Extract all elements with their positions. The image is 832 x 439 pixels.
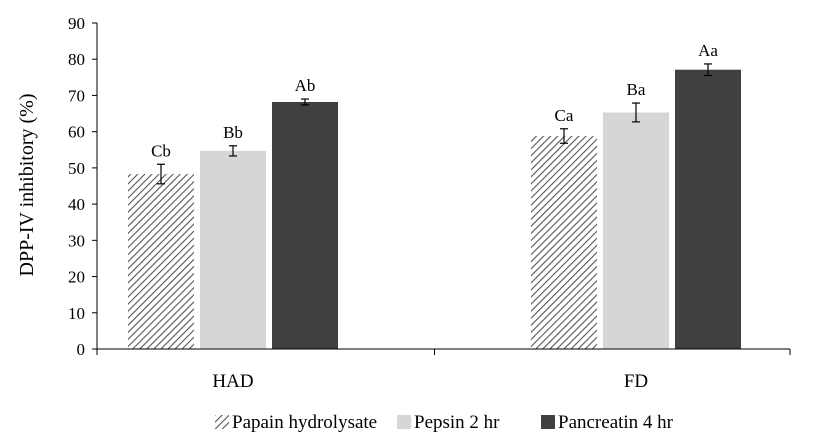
y-tick-label: 10 <box>68 304 85 323</box>
data-label: Bb <box>223 123 243 142</box>
y-tick-label: 0 <box>77 340 86 359</box>
legend-swatch <box>541 415 555 429</box>
data-label: Ba <box>627 80 646 99</box>
y-tick-label: 30 <box>68 231 85 250</box>
bar <box>603 112 669 349</box>
bar <box>675 69 741 349</box>
legend-label: Pepsin 2 hr <box>414 412 500 433</box>
legend-label: Pancreatin 4 hr <box>558 412 674 433</box>
bars-group: Cb Ca Bb Ba Ab Aa <box>128 41 741 349</box>
y-tick-label: 60 <box>68 123 85 142</box>
y-axis: 0 10 20 30 40 50 60 70 80 90 <box>68 14 98 359</box>
bar <box>200 150 266 349</box>
bar <box>128 174 194 349</box>
data-label: Ab <box>295 76 316 95</box>
y-tick-label: 80 <box>68 50 85 69</box>
legend-swatch <box>397 415 411 429</box>
bar <box>272 101 338 349</box>
y-tick-label: 70 <box>68 86 85 105</box>
y-axis-label: DPP-IV inhibitory (%) <box>16 94 38 277</box>
y-tick-label: 50 <box>68 159 85 178</box>
x-category-label: HAD <box>212 371 253 392</box>
legend: Papain hydrolysate Pepsin 2 hr Pancreatin … <box>215 412 674 433</box>
x-category-label: FD <box>624 371 648 392</box>
legend-label: Papain hydrolysate <box>232 412 377 433</box>
legend-swatch <box>215 415 229 429</box>
data-label: Aa <box>698 41 718 60</box>
y-tick-label: 20 <box>68 268 85 287</box>
y-tick-label: 40 <box>68 195 85 214</box>
data-label: Cb <box>151 141 171 160</box>
y-tick-label: 90 <box>68 14 85 33</box>
x-axis: HAD FD <box>96 348 791 392</box>
data-label: Ca <box>555 106 574 125</box>
bar <box>531 136 597 349</box>
